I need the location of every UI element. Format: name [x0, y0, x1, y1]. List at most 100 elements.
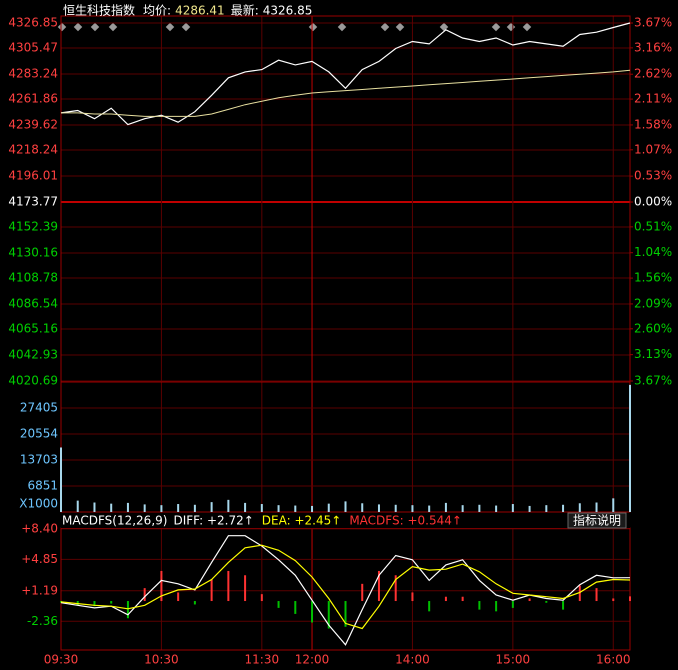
volume-bar	[93, 502, 96, 512]
y-tick-label: 4130.16	[8, 245, 58, 259]
macd-bar	[60, 601, 62, 603]
volume-bar	[110, 503, 113, 512]
volume-bar	[277, 505, 280, 512]
event-marker	[491, 22, 501, 32]
macd-bar	[495, 601, 498, 612]
macd-bar	[160, 570, 163, 602]
volume-bar	[528, 505, 531, 512]
series-line	[60, 544, 631, 630]
event-marker	[337, 22, 347, 32]
macd-bar	[210, 579, 213, 602]
y-tick-label: 4065.16	[8, 322, 58, 336]
avg-value: 4286.41	[175, 4, 225, 18]
macd-bar	[311, 601, 314, 623]
legend-entry: MACDFS: +0.544↑	[349, 514, 462, 528]
y-tick-label: 4218.24	[8, 143, 58, 157]
x-tick-label: 11:30	[245, 653, 280, 667]
y2-tick-label: 2.62%	[634, 67, 672, 81]
volume-bar	[578, 503, 581, 512]
x-tick-label: 10:30	[144, 653, 179, 667]
y2-tick-label: 1.58%	[634, 117, 672, 131]
macd-bar	[528, 598, 531, 602]
volume-bar	[478, 504, 481, 512]
volume-bar	[377, 504, 380, 512]
volume-bar	[244, 502, 247, 512]
y-tick-label: 20554	[20, 426, 58, 440]
macd-bar	[545, 601, 548, 603]
y-tick-label: 4305.47	[8, 41, 58, 55]
volume-bar	[361, 503, 364, 512]
volume-bar	[595, 502, 598, 512]
x-tick-label: 12:00	[295, 653, 330, 667]
volume-bar	[461, 505, 464, 512]
y-tick-label: 6851	[27, 479, 58, 493]
y-tick-label: 4261.86	[8, 91, 58, 105]
last-value: 4326.85	[263, 4, 313, 18]
macd-header-bg	[61, 513, 630, 528]
volume-bar	[629, 384, 631, 512]
macd-bar	[578, 585, 581, 602]
macd-bar	[444, 596, 447, 602]
volume-bar	[495, 505, 498, 512]
y-tick-label: +8.40	[21, 521, 58, 535]
y-tick-label: 13703	[20, 452, 58, 466]
macd-bar	[344, 601, 347, 627]
y2-tick-label: 3.67%	[634, 16, 672, 30]
volume-bar	[428, 505, 431, 512]
y2-tick-label: 1.04%	[634, 245, 672, 259]
macd-bar	[227, 570, 230, 602]
y2-tick-label: 2.11%	[634, 92, 672, 106]
volume-bar	[60, 447, 62, 512]
x-tick-label: 09:30	[44, 653, 79, 667]
indicator-help-button[interactable]	[567, 512, 627, 529]
y-tick-label: 27405	[20, 400, 58, 414]
volume-bar	[311, 505, 314, 512]
event-marker	[308, 22, 318, 32]
macd-bar	[511, 601, 514, 608]
macd-bar	[244, 575, 247, 602]
macd-bar	[260, 594, 263, 602]
macd-bar	[411, 592, 414, 602]
y-tick-label: +1.19	[21, 583, 58, 597]
y-tick-label: +4.85	[21, 552, 58, 566]
macd-bar	[110, 601, 113, 604]
event-marker	[439, 22, 449, 32]
volume-bar	[411, 505, 414, 512]
volume-bar	[177, 504, 180, 512]
volume-bar	[126, 502, 129, 512]
macd-bar	[126, 601, 129, 619]
y-tick-label: 4108.78	[8, 270, 58, 284]
volume-bar	[227, 499, 230, 512]
y2-tick-label: 1.07%	[634, 142, 672, 156]
macd-bar	[193, 601, 196, 605]
y-tick-label: 4283.24	[8, 66, 58, 80]
volume-bar	[260, 504, 263, 512]
macd-bar	[394, 575, 397, 602]
y-tick-label: 4042.93	[8, 347, 58, 361]
y-unit: X1000	[19, 497, 58, 511]
y-tick-label: 4173.77	[8, 195, 58, 209]
volume-bar	[76, 500, 79, 512]
indicator-title: MACDFS(12,26,9)	[62, 514, 167, 528]
indicator-help-label[interactable]: 指标说明	[573, 513, 621, 528]
legend-entry: DEA: +2.45↑	[262, 514, 342, 528]
macd-bar	[612, 598, 615, 602]
macd-bar	[93, 601, 96, 607]
event-marker	[395, 22, 405, 32]
x-tick-label: 15:00	[496, 653, 531, 667]
macd-bar	[294, 601, 297, 614]
y-tick-label: 4326.85	[8, 16, 58, 30]
macd-bar	[478, 601, 481, 610]
volume-bar	[193, 504, 196, 512]
macd-bar	[327, 601, 330, 629]
x-tick-label: 16:00	[596, 653, 631, 667]
macd-bar	[428, 601, 431, 612]
series-line	[61, 69, 631, 117]
volume-bar	[210, 502, 213, 512]
volume-bar	[394, 504, 397, 512]
macd-bar	[595, 588, 598, 602]
volume-bar	[612, 498, 615, 512]
avg-label: 均价:	[143, 4, 171, 18]
y-tick-label: 4020.69	[8, 374, 58, 388]
